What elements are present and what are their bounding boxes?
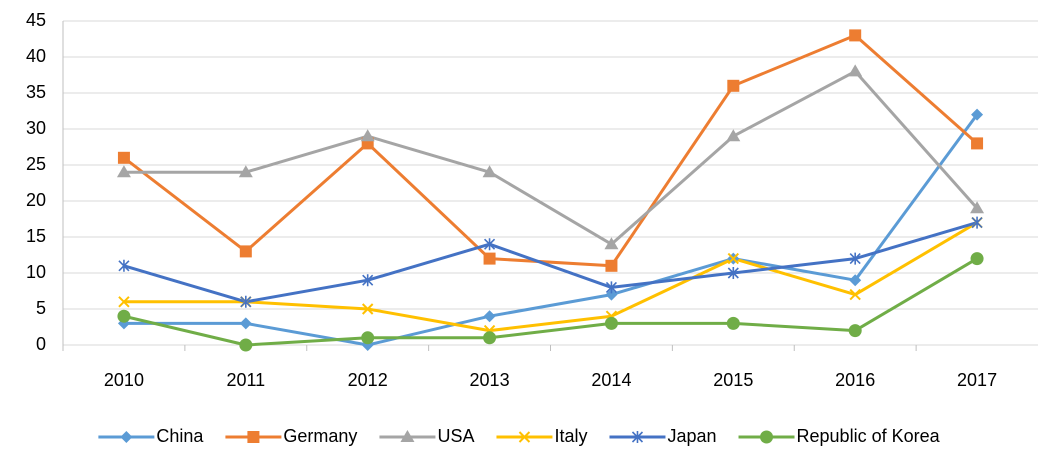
marker [849,274,862,287]
marker [604,316,618,330]
y-tick-label: 10 [26,262,46,282]
y-tick-label: 35 [26,82,46,102]
marker [726,129,741,142]
marker [727,252,740,265]
y-tick-label: 25 [26,154,46,174]
marker [239,317,252,330]
marker [483,252,496,265]
marker [247,431,260,443]
series-line [123,33,979,268]
y-tick-label: 30 [26,118,46,138]
marker [240,295,252,308]
x-tick-label: 2013 [470,370,510,390]
y-tick-label: 0 [36,334,46,354]
y-tick-label: 45 [26,10,46,30]
marker [849,29,862,42]
series-line [123,221,978,304]
x-tick-label: 2016 [835,370,875,390]
marker [362,274,374,287]
marker [970,252,984,266]
marker [361,331,375,345]
marker [239,338,253,352]
series-line [123,69,979,246]
marker [631,431,644,443]
marker [238,165,253,178]
marker [361,303,374,315]
marker [605,288,618,301]
legend-label: USA [437,426,474,446]
marker [849,252,861,265]
marker [726,316,740,330]
marker [760,430,774,444]
marker [727,267,739,279]
legend-label: Japan [667,426,716,446]
x-tick-label: 2014 [591,370,631,390]
marker [120,431,133,443]
marker [482,165,497,178]
marker [518,431,531,443]
series-line [123,113,979,347]
marker [483,238,496,251]
marker [970,201,985,214]
marker [483,331,497,345]
y-tick-label: 20 [26,190,46,210]
legend-label: China [156,426,204,446]
marker [400,430,415,442]
marker [971,108,984,121]
marker [116,165,131,178]
legend-label: Republic of Korea [797,426,941,446]
marker [360,129,375,142]
series-line [123,257,978,347]
marker [848,324,862,338]
x-tick-label: 2010 [104,370,144,390]
series-line [123,221,978,333]
x-tick-label: 2017 [957,370,997,390]
legend-label: Italy [554,426,587,446]
marker [849,288,861,301]
marker [117,309,131,323]
x-tick-label: 2012 [348,370,388,390]
marker [604,237,619,250]
marker [727,79,740,92]
marker [971,216,983,229]
marker [605,259,618,272]
y-tick-label: 40 [26,46,46,66]
marker [239,245,252,258]
marker [483,310,496,323]
y-tick-label: 5 [36,298,46,318]
marker [118,296,130,308]
marker [118,259,130,272]
legend-label: Germany [283,426,357,446]
marker [117,151,130,164]
marker [848,64,863,77]
marker [971,137,984,150]
y-tick-label: 15 [26,226,46,246]
legend: China Germany USA Italy Japan Republic of Kor… [98,426,941,446]
marker [605,281,618,294]
x-tick-label: 2015 [713,370,753,390]
x-tick-label: 2011 [226,370,265,390]
